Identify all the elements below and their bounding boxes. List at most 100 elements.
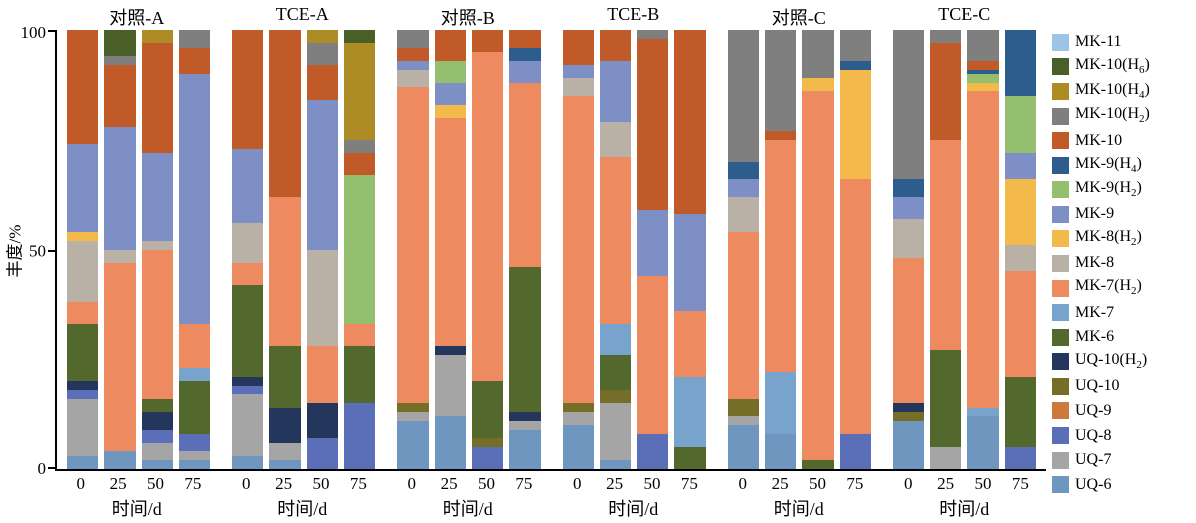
bar-segment-MK-8(H2) <box>67 232 99 241</box>
bar-segment-MK-9(H4) <box>892 179 925 197</box>
x-tick-cluster: 0 25 50 75 <box>231 474 375 495</box>
bar-segment-UQ-6 <box>178 460 211 469</box>
bar-segment-MK-7(H2) <box>727 231 759 399</box>
legend-swatch <box>1052 181 1069 199</box>
bar-对照-C-25d <box>764 30 797 469</box>
bar-segment-MK-7(H2) <box>967 91 999 408</box>
bar-segment-MK-9(H2) <box>1004 95 1037 153</box>
bar-segment-MK-7(H2) <box>141 249 173 399</box>
bar-segment-MK-7(H2) <box>764 139 797 373</box>
bar-TCE-C-0d <box>892 30 925 469</box>
bar-segment-MK-10 <box>67 30 99 145</box>
bar-segment-MK-9 <box>892 196 925 219</box>
legend-label: MK-8(H2) <box>1075 228 1142 249</box>
x-tick-label: 75 <box>515 474 533 493</box>
bar-segment-MK-10 <box>397 47 429 61</box>
bar-segment-UQ-10 <box>727 398 759 417</box>
bar-segment-MK-7(H2) <box>674 310 706 377</box>
legend-label: MK-9 <box>1075 205 1115 223</box>
bar-segment-MK-7(H2) <box>892 258 925 404</box>
legend-item-UQ-7: UQ-7 <box>1052 448 1192 473</box>
group-title: TCE-C <box>938 4 991 24</box>
bar-segment-MK-6 <box>1004 376 1037 448</box>
x-tick-label: 50 <box>974 474 992 493</box>
x-tick-label: 0 <box>572 474 582 493</box>
legend-swatch <box>1052 279 1069 297</box>
bar-segment-MK-7(H2) <box>930 139 962 351</box>
bar-segment-MK-10(H4) <box>141 30 173 44</box>
bar-segment-UQ-6 <box>232 455 264 469</box>
bar-segment-MK-7(H2) <box>562 95 594 404</box>
legend-label: MK-10(H2) <box>1075 105 1150 126</box>
bar-segment-MK-10(H2) <box>178 30 211 48</box>
bar-segment-UQ-7 <box>599 403 632 461</box>
bar-segment-MK-9 <box>306 100 339 250</box>
x-tick-label: 25 <box>275 474 293 493</box>
bar-TCE-C-50d <box>967 30 999 469</box>
bar-对照-B-25d <box>434 30 466 469</box>
legend-item-MK-10(H2): MK-10(H2) <box>1052 104 1192 129</box>
legend-item-UQ-8: UQ-8 <box>1052 423 1192 448</box>
bar-segment-MK-7 <box>178 368 211 382</box>
bar-segment-MK-7(H2) <box>637 275 669 434</box>
bar-segment-MK-6 <box>674 447 706 469</box>
plot-area <box>48 30 1046 471</box>
group-title: 对照-B <box>440 8 495 28</box>
bar-segment-MK-10 <box>930 43 962 140</box>
bar-segment-MK-8(H2) <box>434 104 466 118</box>
legend-label: UQ-10(H2) <box>1075 351 1148 372</box>
x-tick-label: 50 <box>643 474 661 493</box>
legend-label: MK-9(H4) <box>1075 154 1142 175</box>
legend-swatch <box>1052 58 1069 76</box>
legend-item-MK-9: MK-9 <box>1052 202 1192 227</box>
bar-segment-MK-10 <box>599 30 632 61</box>
bar-segment-UQ-8 <box>232 385 264 395</box>
bar-segment-MK-9 <box>509 60 541 83</box>
bar-segment-MK-10(H2) <box>637 30 669 39</box>
bar-segment-UQ-7 <box>509 420 541 430</box>
bar-对照-C-75d <box>839 30 871 469</box>
bar-对照-A-0d <box>67 30 99 469</box>
bar-segment-UQ-10 <box>397 403 429 412</box>
bar-segment-MK-7(H2) <box>178 324 211 369</box>
legend-swatch <box>1052 82 1069 100</box>
bar-segment-UQ-6 <box>727 425 759 469</box>
x-axis-title: 时间/d <box>608 499 659 519</box>
legend-item-MK-6: MK-6 <box>1052 325 1192 350</box>
y-tick-mark <box>48 249 55 252</box>
bar-segment-MK-10 <box>141 43 173 154</box>
bar-segment-MK-10(H2) <box>727 30 759 162</box>
legend-label: UQ-8 <box>1075 426 1112 444</box>
x-tick-label: 25 <box>109 474 127 493</box>
bar-segment-UQ-10(H2) <box>434 346 466 355</box>
legend-item-MK-7(H2): MK-7(H2) <box>1052 276 1192 301</box>
x-axis-title: 时间/d <box>939 499 990 519</box>
x-tick-label: 50 <box>808 474 826 493</box>
bar-segment-MK-6 <box>67 324 99 382</box>
legend-label: MK-10(H4) <box>1075 80 1150 102</box>
legend-label: MK-7 <box>1075 303 1115 321</box>
x-tick-label: 0 <box>407 474 416 493</box>
bar-segment-MK-10(H4) <box>306 30 339 44</box>
legend-item-MK-10: MK-10 <box>1052 128 1192 153</box>
bar-segment-MK-7(H2) <box>397 87 429 404</box>
legend-swatch <box>1052 377 1069 395</box>
group-titles-row: 对照-A TCE-A 对照-B TCE-B 对照-C TCE-C <box>55 0 1046 30</box>
bar-segment-MK-9 <box>104 126 136 250</box>
bar-segment-MK-8 <box>892 218 925 259</box>
bar-segment-MK-8 <box>1004 245 1037 272</box>
legend-item-MK-10(H4): MK-10(H4) <box>1052 79 1192 104</box>
y-tick-mark <box>48 30 55 32</box>
bar-cluster-对照-C <box>727 30 871 469</box>
bar-segment-MK-8 <box>67 240 99 303</box>
bar-segment-MK-9(H4) <box>727 161 759 180</box>
bar-segment-MK-9(H4) <box>839 60 871 70</box>
legend-item-UQ-6: UQ-6 <box>1052 472 1192 497</box>
bar-对照-C-0d <box>727 30 759 469</box>
legend-label: MK-10(H6) <box>1075 56 1150 77</box>
x-tick-cluster: 0 25 50 75 <box>727 474 871 495</box>
x-tick-label: 25 <box>440 474 458 493</box>
bar-segment-UQ-8 <box>178 433 211 452</box>
legend-label: MK-7(H2) <box>1075 277 1142 298</box>
